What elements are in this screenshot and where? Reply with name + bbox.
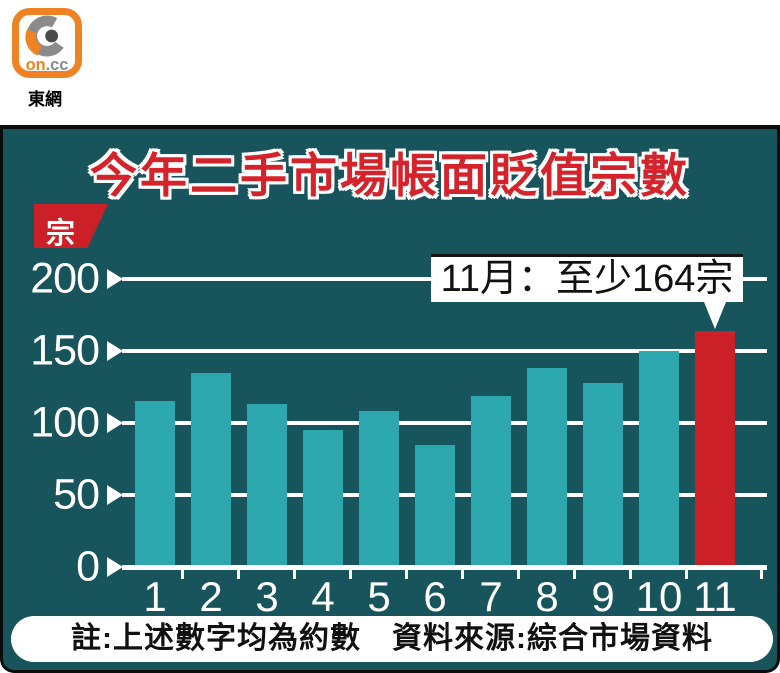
x-axis-label-5: 5 [367, 573, 391, 620]
x-axis-label-11: 11 [693, 573, 737, 620]
bar-month-6 [415, 445, 455, 567]
gridline-arrow-icon [107, 557, 123, 577]
bar-month-10 [639, 351, 679, 567]
x-axis-label-9: 9 [591, 573, 615, 620]
svg-text:on.cc: on.cc [26, 56, 69, 74]
brand-name: 東網 [28, 90, 62, 109]
annotation-pointer-icon [704, 302, 726, 329]
axis-tick [293, 570, 296, 579]
axis-tick [685, 570, 688, 579]
gridline-arrow-icon [107, 341, 123, 361]
gridline [122, 421, 767, 425]
y-axis-label-150: 150 [30, 326, 100, 375]
axis-tick [760, 570, 763, 579]
axis-tick [405, 570, 408, 579]
brand: on.cc 東網 [12, 8, 82, 110]
annotation-text: 11月：至少164宗 [440, 258, 734, 300]
x-axis-label-8: 8 [535, 573, 559, 620]
x-axis-label-3: 3 [255, 573, 279, 620]
axis-tick [181, 570, 184, 579]
x-axis-label-2: 2 [199, 573, 223, 620]
y-axis-label-100: 100 [30, 398, 100, 447]
x-axis-label-10: 10 [635, 573, 683, 620]
axis-tick [573, 570, 576, 579]
y-axis-unit-label: 宗 [46, 218, 76, 250]
x-axis-label-7: 7 [479, 573, 503, 620]
axis-tick [349, 570, 352, 579]
infographic-panel: 今年二手市場帳面貶值宗數 宗 11月：至少164宗 0 50 100 150 200 1 2… [0, 125, 780, 673]
bar-month-8 [527, 368, 567, 567]
chart-area: 11月：至少164宗 0 50 100 150 200 1 2 3 4 5 6 7 8 9 10 11 [3, 129, 777, 670]
gridline-arrow-icon [107, 413, 123, 433]
x-axis-label-1: 1 [143, 573, 167, 620]
gridline-arrow-icon [107, 485, 123, 505]
bar-month-4 [303, 430, 343, 567]
gridline-arrow-icon [107, 269, 123, 289]
axis-tick [461, 570, 464, 579]
y-axis-label-0: 0 [76, 542, 100, 591]
x-axis-label-6: 6 [423, 573, 447, 620]
x-axis-label-4: 4 [311, 573, 335, 620]
bar-month-3 [247, 404, 287, 567]
bar-month-1 [135, 401, 175, 567]
y-axis-label-50: 50 [53, 470, 100, 519]
annotation-callout: 11月：至少164宗 [431, 254, 743, 329]
axis-tick [517, 570, 520, 579]
bar-month-2 [191, 373, 231, 567]
gridline [122, 565, 767, 570]
bar-month-7 [471, 396, 511, 567]
oncc-logo-icon: on.cc [12, 8, 82, 78]
axis-tick [629, 570, 632, 579]
bar-month-11 [695, 331, 735, 567]
chart-title: 今年二手市場帳面貶值宗數 [90, 149, 690, 202]
axis-tick [237, 570, 240, 579]
note-banner: 註:上述數字均為約數 資料來源:綜合市場資料 [11, 616, 773, 662]
bar-month-9 [583, 383, 623, 567]
y-axis-label-200: 200 [30, 254, 100, 303]
bar-month-5 [359, 411, 399, 567]
gridline [122, 349, 767, 353]
